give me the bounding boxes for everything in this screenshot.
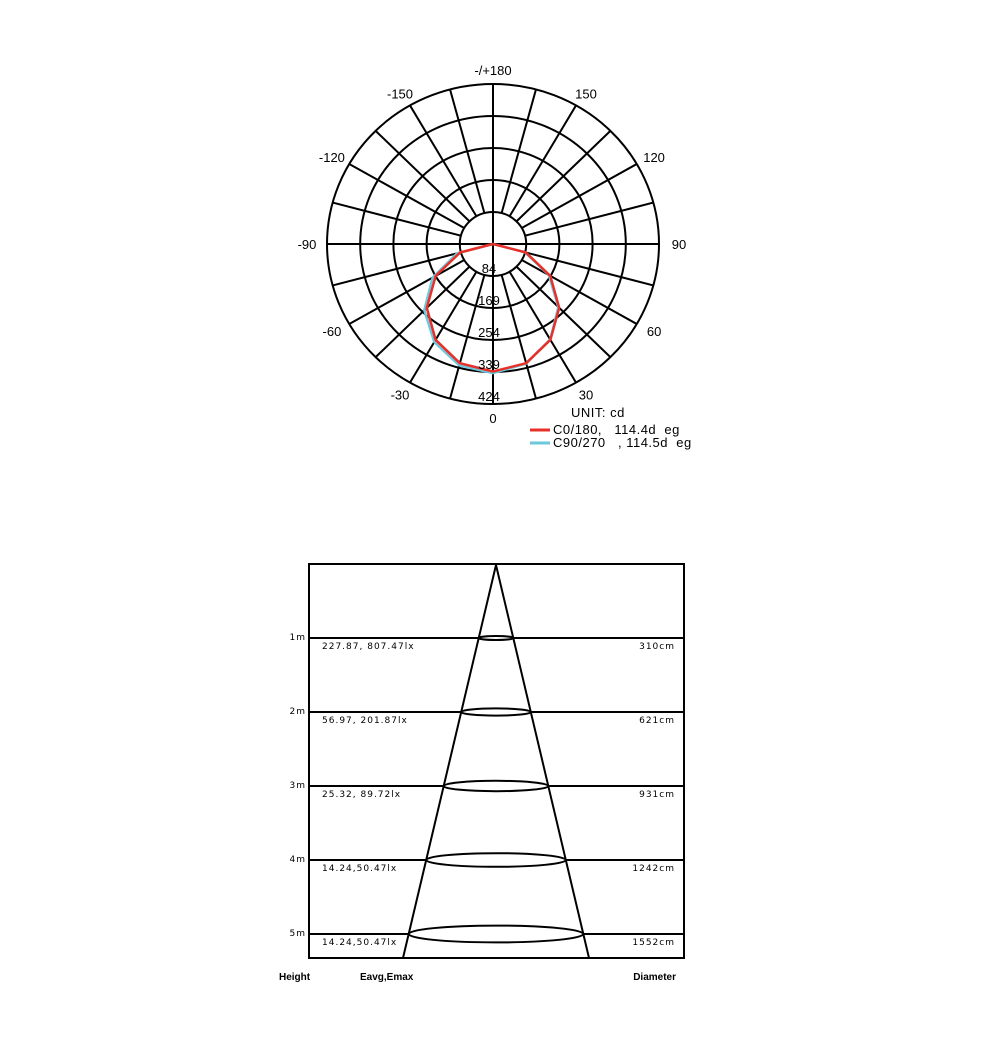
height-label: 1m [290, 633, 307, 643]
height-label: 3m [290, 781, 307, 791]
column-header-diameter: Diameter [633, 972, 676, 983]
beam-ellipse [407, 924, 585, 944]
angle-label: -/+180 [474, 63, 511, 78]
legend-label-0: C0/180, 114.4d eg [553, 422, 680, 437]
angle-label: -150 [387, 86, 413, 101]
diameter-label: 1242cm [632, 864, 675, 874]
angle-label: -30 [391, 388, 410, 403]
illuminance-label: 14.24,50.47lx [322, 864, 397, 874]
illuminance-label: 56.97, 201.87lx [322, 716, 408, 726]
cone-right-edge [495, 564, 590, 959]
polar-spoke [508, 104, 577, 217]
column-header-height: Height [279, 972, 311, 983]
angle-label: 150 [575, 86, 597, 101]
diameter-label: 310cm [639, 642, 675, 652]
angle-label: 90 [672, 237, 686, 252]
polar-spoke [515, 265, 612, 358]
polar-spoke [508, 271, 577, 384]
cone-frame [308, 563, 685, 959]
polar-intensity-chart: -/+180 150 120 90 60 30 0 -30 -60 -90 -120 -150 84 16… [298, 63, 692, 450]
radial-tick-label: 254 [478, 325, 500, 340]
illuminance-label: 25.32, 89.72lx [322, 790, 401, 800]
height-label: 2m [290, 707, 307, 717]
beam-ellipse [442, 779, 550, 793]
angle-label: 120 [643, 150, 665, 165]
legend-label-1: C90/270 , 114.5d eg [553, 435, 692, 450]
polar-spoke [500, 89, 537, 214]
angle-label: 60 [647, 324, 661, 339]
height-label: 4m [290, 855, 307, 865]
polar-spoke [500, 274, 537, 399]
polar-spoke [524, 251, 654, 287]
radial-tick-label: 169 [478, 293, 500, 308]
beam-ellipse [460, 707, 532, 717]
polar-spoke [515, 130, 612, 223]
angle-label: -60 [323, 324, 342, 339]
polar-spoke [409, 104, 478, 217]
unit-label: UNIT: cd [571, 405, 625, 420]
diameter-label: 931cm [639, 790, 675, 800]
polar-spoke [449, 89, 486, 214]
illuminance-label: 14.24,50.47lx [322, 938, 397, 948]
cone-left-edge [402, 564, 497, 959]
polar-spoke [332, 201, 462, 237]
diameter-label: 621cm [639, 716, 675, 726]
polar-spoke [521, 259, 638, 325]
angle-label: -90 [298, 237, 317, 252]
angle-label: -120 [319, 150, 345, 165]
illuminance-label: 227.87, 807.47lx [322, 642, 415, 652]
polar-spoke [348, 259, 465, 325]
radial-tick-label: 84 [482, 261, 496, 276]
height-label: 5m [290, 929, 307, 939]
polar-spoke [524, 201, 654, 237]
diameter-label: 1552cm [632, 938, 675, 948]
series-curve-0 [425, 242, 561, 373]
beam-ellipse [425, 852, 567, 868]
angle-label: 30 [579, 388, 593, 403]
polar-spoke [374, 265, 471, 358]
column-header-illuminance: Eavg,Emax [360, 972, 414, 983]
polar-spoke [449, 274, 486, 399]
radial-tick-label: 339 [478, 357, 500, 372]
angle-label: 0 [489, 411, 496, 426]
polar-spoke [409, 271, 478, 384]
polar-spoke [332, 251, 462, 287]
polar-spoke [374, 130, 471, 223]
polar-spoke [521, 163, 638, 229]
polar-spoke [348, 163, 465, 229]
radial-tick-label: 424 [478, 389, 500, 404]
beam-ellipse [477, 635, 515, 641]
